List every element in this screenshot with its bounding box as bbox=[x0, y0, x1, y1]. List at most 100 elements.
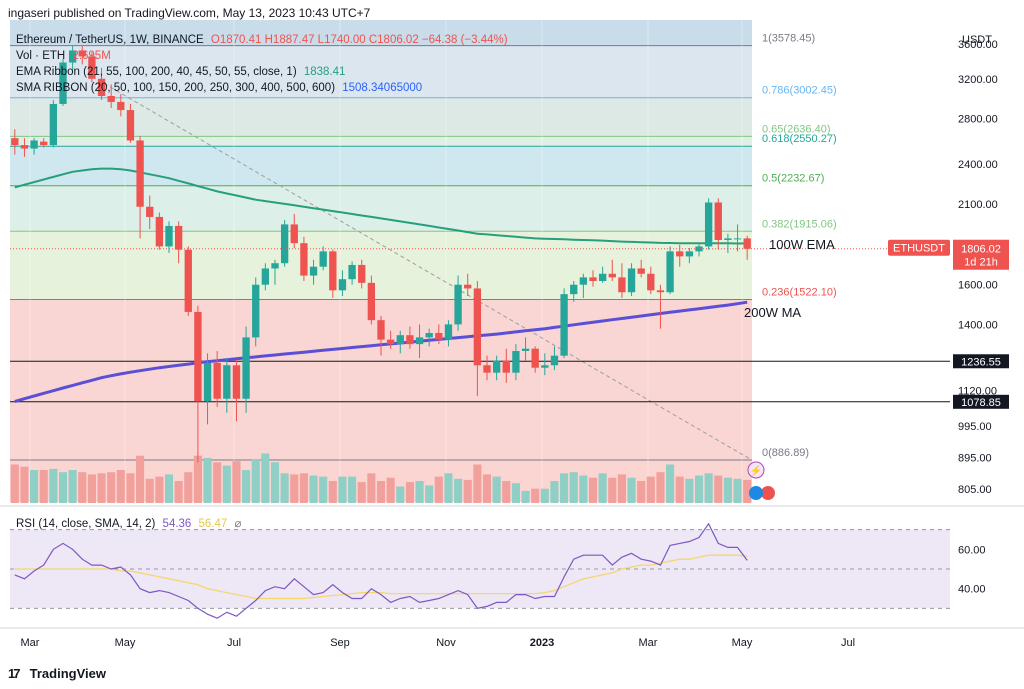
volume-bar bbox=[319, 476, 328, 503]
candle-body bbox=[521, 348, 530, 352]
time-axis-tick: May bbox=[114, 637, 136, 649]
candle-body bbox=[550, 355, 559, 366]
volume-bar bbox=[598, 473, 607, 503]
volume-bar bbox=[87, 474, 96, 503]
candle-body bbox=[49, 103, 58, 146]
candle-body bbox=[386, 339, 395, 345]
candle bbox=[406, 326, 414, 349]
candle bbox=[165, 221, 173, 254]
candle bbox=[223, 358, 231, 413]
candle bbox=[97, 67, 106, 100]
legend-volume-value: 2.695M bbox=[72, 50, 111, 62]
candle-body bbox=[444, 324, 453, 340]
volume-bar bbox=[694, 475, 704, 503]
symbol-tag-text: ETHUSDT bbox=[893, 243, 945, 255]
candle-body bbox=[512, 351, 520, 373]
candle-body bbox=[502, 360, 510, 373]
candle-body bbox=[107, 95, 115, 102]
candle bbox=[184, 246, 192, 317]
candle-body bbox=[194, 311, 202, 402]
volume-bar bbox=[444, 473, 453, 503]
legend-symbol[interactable]: Ethereum / TetherUS, 1W, BINANCE bbox=[16, 34, 204, 46]
candle bbox=[49, 99, 58, 148]
candle bbox=[570, 281, 578, 302]
candle-body bbox=[396, 335, 404, 345]
candle-body bbox=[454, 284, 462, 325]
candle-body bbox=[627, 268, 636, 293]
fib-label: 0.382(1915.06) bbox=[762, 218, 837, 230]
tradingview-logo[interactable]: 17 TradingView bbox=[8, 666, 106, 681]
volume-bar bbox=[58, 472, 68, 503]
candle-body bbox=[560, 294, 568, 356]
event-flag-icon[interactable] bbox=[749, 486, 763, 500]
time-axis-tick: Jul bbox=[226, 637, 242, 649]
candle-body bbox=[685, 251, 694, 257]
candle-body bbox=[223, 365, 231, 399]
volume-bar bbox=[386, 477, 395, 503]
candle-body bbox=[406, 335, 414, 345]
volume-bar bbox=[492, 476, 501, 503]
candle bbox=[290, 213, 298, 249]
candle bbox=[396, 330, 404, 354]
annotation-200w-ma: 200W MA bbox=[744, 305, 801, 320]
candle-body bbox=[338, 279, 347, 291]
legend-ema-row[interactable]: EMA Ribbon (21, 55, 100, 200, 40, 45, 50… bbox=[16, 66, 345, 78]
legend-symbol-row: Ethereum / TetherUS, 1W, BINANCE O1870.4… bbox=[16, 34, 508, 46]
candle bbox=[695, 243, 703, 257]
lightning-icon[interactable] bbox=[747, 461, 765, 479]
candle bbox=[146, 195, 154, 229]
volume-bar bbox=[473, 464, 482, 503]
candle bbox=[242, 326, 250, 413]
legend-sma-row[interactable]: SMA RIBBON (20, 50, 100, 150, 200, 250, … bbox=[16, 82, 422, 94]
volume-bar bbox=[280, 473, 289, 503]
fib-label: 0.786(3002.45) bbox=[762, 85, 837, 97]
candle bbox=[743, 235, 751, 260]
volume-bar bbox=[656, 472, 665, 503]
eye-off-icon[interactable]: ⌀ bbox=[234, 518, 242, 530]
volume-bar bbox=[579, 475, 588, 503]
tradingview-logo-text: TradingView bbox=[29, 666, 106, 681]
volume-bars bbox=[10, 453, 752, 503]
price-axis-tick: 805.00 bbox=[958, 484, 992, 496]
candle-body bbox=[647, 273, 655, 291]
candle bbox=[88, 52, 96, 83]
volume-bar bbox=[685, 478, 694, 503]
candle bbox=[579, 273, 588, 299]
candle-body bbox=[415, 337, 424, 345]
volume-bar bbox=[588, 477, 598, 503]
candle bbox=[78, 45, 86, 65]
legend-volume-row[interactable]: Vol · ETH 2.695M bbox=[16, 50, 111, 62]
volume-bar bbox=[203, 457, 212, 503]
level-tag-text: 1236.55 bbox=[961, 356, 1001, 368]
candle bbox=[68, 45, 77, 70]
legend-rsi-sma-value: 56.47 bbox=[198, 518, 228, 530]
candle bbox=[589, 270, 597, 287]
candle bbox=[608, 259, 616, 282]
candle bbox=[492, 355, 501, 381]
volume-bar bbox=[39, 470, 48, 503]
volume-bar bbox=[136, 455, 145, 503]
fib-label: 0.5(2232.67) bbox=[762, 173, 824, 185]
legend-sma-value: 1508.34065000 bbox=[342, 82, 423, 94]
fib-label: 0.65(2636.40) bbox=[762, 123, 831, 135]
candle bbox=[454, 275, 462, 331]
volume-bar bbox=[521, 490, 530, 503]
candle-body bbox=[271, 263, 279, 269]
event-flag-icon[interactable] bbox=[761, 486, 775, 500]
candle bbox=[319, 246, 327, 271]
legend-rsi-row[interactable]: RSI (14, close, SMA, 14, 2) 54.36 56.47 … bbox=[16, 516, 241, 530]
volume-bar bbox=[675, 476, 684, 503]
candle-body bbox=[676, 251, 684, 257]
candle bbox=[483, 355, 491, 381]
candle bbox=[724, 233, 732, 254]
volume-bar bbox=[338, 476, 347, 503]
volume-bar bbox=[743, 479, 752, 503]
candle bbox=[550, 346, 559, 371]
volume-bar bbox=[145, 478, 154, 503]
volume-bar bbox=[550, 481, 559, 503]
candle-body bbox=[348, 264, 356, 280]
candle-body bbox=[425, 332, 433, 338]
candle-body bbox=[329, 251, 337, 291]
candle-body bbox=[579, 277, 588, 285]
rsi-axis-tick: 40.00 bbox=[958, 584, 986, 596]
